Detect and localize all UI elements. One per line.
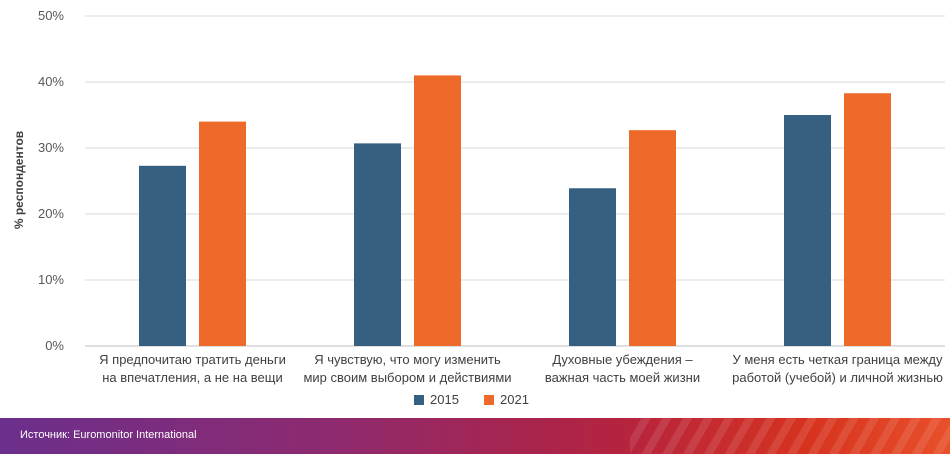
bar-2015-3 (569, 188, 616, 346)
category-label: на впечатления, а не на вещи (102, 370, 283, 385)
source-text: Источник: Euromonitor International (20, 429, 197, 441)
legend-swatch-2015 (414, 395, 424, 405)
legend-swatch-2021 (484, 395, 494, 405)
bars (139, 75, 891, 347)
bar-2021-4 (844, 93, 891, 346)
legend-label-2021: 2021 (500, 392, 529, 407)
source-footer: Источник: Euromonitor International (0, 418, 950, 454)
bar-chart: 0% 10% 20% 30% 40% 50% % респондентов Я предп… (12, 8, 945, 407)
bar-2015-2 (354, 143, 401, 346)
bar-2021-3 (629, 130, 676, 346)
y-tick-label: 50% (38, 8, 64, 23)
category-label: У меня есть четкая граница между (732, 352, 943, 367)
y-tick-label: 40% (38, 74, 64, 89)
y-tick-label: 20% (38, 206, 64, 221)
category-label: Я чувствую, что могу изменить (314, 352, 501, 367)
y-axis-label: % респондентов (12, 131, 26, 229)
y-tick-label: 10% (38, 272, 64, 287)
y-tick-label: 0% (45, 338, 64, 353)
category-labels: Я предпочитаю тратить деньги на впечатлен… (99, 352, 943, 385)
bar-2021-1 (199, 121, 246, 346)
bar-2015-4 (784, 115, 831, 346)
category-label: мир своим выбором и действиями (303, 370, 511, 385)
legend: 2015 2021 (414, 392, 529, 407)
category-label: работой (учебой) и личной жизнью (732, 370, 943, 385)
bar-2015-1 (139, 165, 186, 346)
category-label: Я предпочитаю тратить деньги (99, 352, 286, 367)
y-axis-ticks: 0% 10% 20% 30% 40% 50% (38, 8, 64, 353)
footer-stripes-decoration (630, 418, 950, 454)
y-tick-label: 30% (38, 140, 64, 155)
category-label: важная часть моей жизни (545, 370, 700, 385)
bar-2021-2 (414, 75, 461, 347)
legend-label-2015: 2015 (430, 392, 459, 407)
category-label: Духовные убеждения – (552, 352, 693, 367)
